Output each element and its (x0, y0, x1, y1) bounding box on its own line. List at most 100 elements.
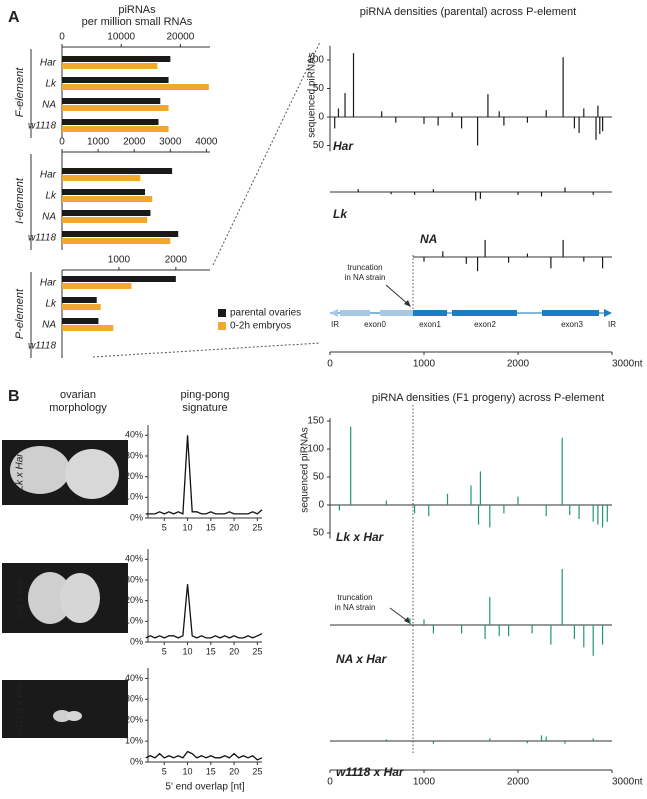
gene-diagram (330, 255, 612, 317)
gene-label: IR (608, 320, 616, 329)
category-label: w1118 (28, 341, 56, 352)
bar (62, 56, 171, 62)
y-tick-label: 50 (313, 83, 325, 94)
x-tick-label: 15 (206, 646, 216, 656)
y-tick-label: 50 (313, 140, 325, 151)
chart-subtitle: per million small RNAs (82, 16, 193, 28)
bar (62, 318, 99, 324)
x-tick-label: 10 (183, 766, 193, 776)
y-tick-label: 100 (307, 444, 324, 455)
x-tick-label: 0 (327, 359, 333, 370)
chart-title: piRNA densities (parental) across P-elem… (360, 6, 576, 18)
category-label: w1118 (28, 121, 56, 132)
bar (62, 77, 169, 83)
bar (62, 126, 169, 132)
bar (62, 119, 159, 125)
x-tick-label: 10000 (107, 32, 135, 43)
x-tick-label: 1000 (413, 777, 436, 788)
bar (62, 217, 148, 223)
x-axis-label: 5' end overlap [nt] (165, 782, 244, 793)
chart-title: piRNAs (118, 4, 156, 16)
x-tick-label: 20 (229, 522, 239, 532)
group-label: F-element (14, 67, 26, 117)
y-tick-label: 30% (125, 574, 143, 584)
legend-label: 0-2h embryos (230, 321, 291, 332)
y-tick-label: 0 (318, 500, 324, 511)
x-tick-label: 4000 (195, 137, 218, 148)
bar (62, 304, 101, 310)
x-tick-label: 0 (59, 32, 65, 43)
signature-line (145, 435, 263, 515)
x-tick-label: 5 (162, 646, 167, 656)
ovary-image (2, 563, 128, 633)
y-tick-label: 10% (125, 735, 143, 745)
category-label: Har (40, 278, 57, 289)
annotation: in NA strain (345, 273, 386, 282)
cross-label: Lk x Har (15, 453, 26, 491)
x-tick-label: 25 (252, 522, 262, 532)
y-tick-label: 0 (318, 112, 324, 123)
annotation-arrow (404, 617, 411, 624)
chart-title: piRNA densities (F1 progeny) across P-el… (372, 392, 604, 404)
chart-subtitle: signature (182, 402, 227, 414)
x-tick-label: 2000 (507, 359, 530, 370)
signature-line (145, 750, 263, 761)
category-label: w1118 (28, 233, 56, 244)
y-tick-label: 150 (307, 416, 324, 427)
x-tick-label: 0 (327, 777, 333, 788)
gene-label: exon3 (561, 320, 583, 329)
x-tick-label: 1000 (87, 137, 110, 148)
x-tick-label: 25 (252, 766, 262, 776)
x-tick-label: 2000 (507, 777, 530, 788)
x-tick-label: 3000nt (612, 777, 643, 788)
y-axis-label: sequenced piRNAs (307, 52, 318, 138)
category-label: Lk (45, 299, 57, 310)
bar (62, 276, 176, 282)
bar (62, 84, 209, 90)
chart-title: ping-pong (181, 389, 230, 401)
panel-label: A (8, 9, 20, 26)
track-label: NA x Har (336, 652, 388, 666)
group-label: I-element (14, 177, 26, 224)
ovary-image (2, 440, 128, 505)
category-label: Har (40, 170, 57, 181)
gene-label: exon0 (364, 320, 386, 329)
y-tick-label: 0% (130, 756, 143, 766)
y-tick-label: 20% (125, 715, 143, 725)
y-tick-label: 10% (125, 492, 143, 502)
x-tick-label: 10 (183, 646, 193, 656)
y-tick-label: 0% (130, 636, 143, 646)
track-label: Lk (333, 207, 348, 221)
y-tick-label: 100 (307, 55, 324, 66)
column-title: ovarian (60, 389, 96, 401)
x-tick-label: 25 (252, 646, 262, 656)
x-tick-label: 20 (229, 766, 239, 776)
y-tick-label: 40% (125, 673, 143, 683)
x-tick-label: 2000 (165, 255, 188, 266)
track-label: Lk x Har (336, 530, 385, 544)
bar (62, 238, 171, 244)
cross-label: w1118 x Har (15, 681, 26, 736)
y-tick-label: 30% (125, 694, 143, 704)
y-tick-label: 0% (130, 512, 143, 522)
category-label: Lk (45, 79, 57, 90)
category-label: Lk (45, 191, 57, 202)
x-tick-label: 20 (229, 646, 239, 656)
x-tick-label: 20000 (166, 32, 194, 43)
column-title: morphology (49, 402, 107, 414)
annotation: truncation (347, 263, 382, 272)
legend-swatch (218, 322, 226, 330)
ovary-image (2, 680, 128, 738)
track-label: NA (420, 232, 437, 246)
x-tick-label: 2000 (123, 137, 146, 148)
x-tick-label: 5 (162, 766, 167, 776)
x-tick-label: 1000 (413, 359, 436, 370)
bar (62, 283, 132, 289)
legend-swatch (218, 309, 226, 317)
track-label: w1118 x Har (336, 765, 405, 779)
y-tick-label: 20% (125, 471, 143, 481)
y-tick-label: 10% (125, 616, 143, 626)
bar (62, 63, 158, 69)
annotation: truncation (337, 593, 372, 602)
bar (62, 168, 173, 174)
